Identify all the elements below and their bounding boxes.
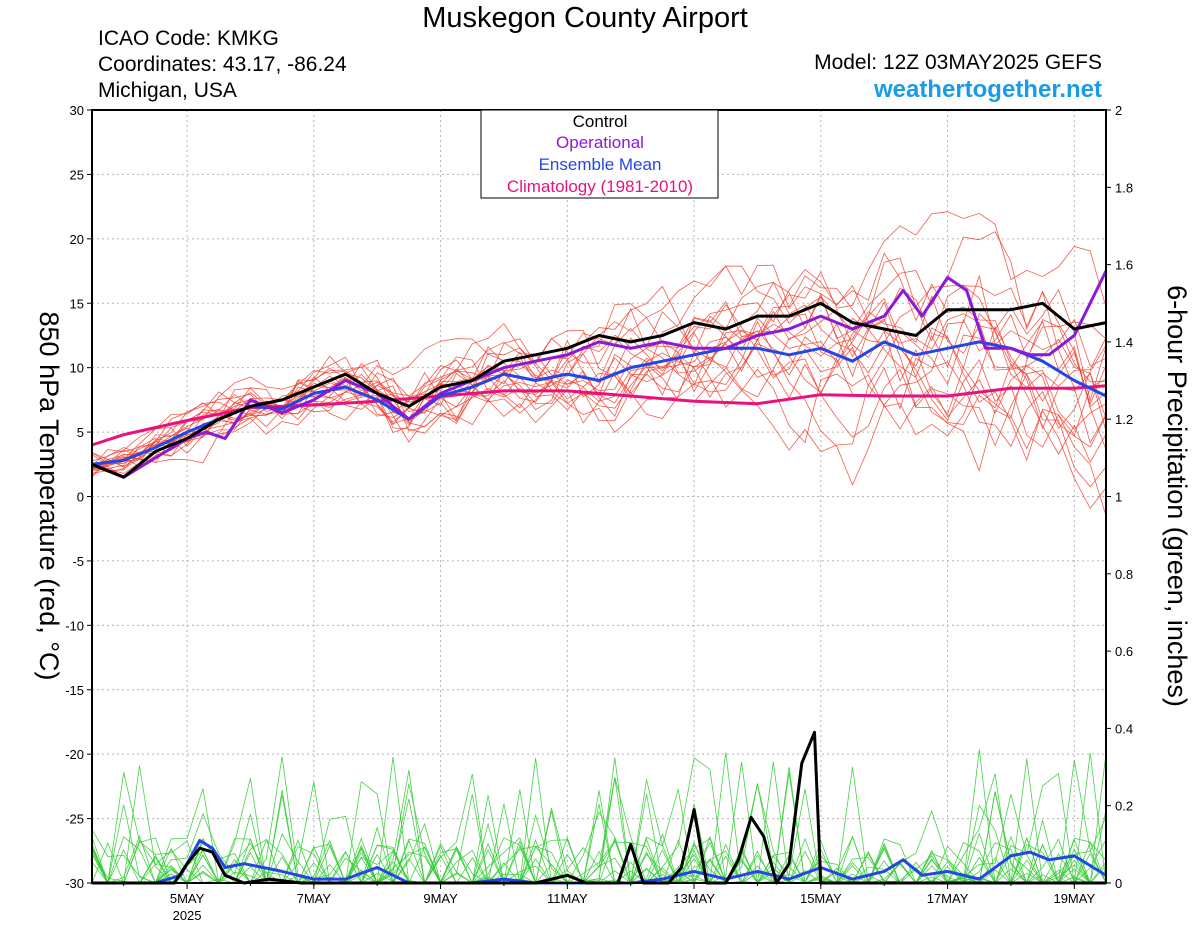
- legend-climatology: Climatology (1981-2010): [507, 177, 693, 196]
- y-tick-label: -25: [65, 812, 84, 827]
- chart-title: Muskegon County Airport: [422, 2, 748, 34]
- coordinates: Coordinates: 43.17, -86.24: [98, 53, 347, 76]
- y-axis-label: 850 hPa Temperature (red, °C): [34, 312, 64, 681]
- y2-tick-label: 1.6: [1115, 258, 1133, 273]
- y2-tick-label: 1.8: [1115, 180, 1133, 195]
- y-tick-label: 15: [70, 296, 84, 311]
- legend: Control Operational Ensemble Mean Climat…: [480, 109, 719, 199]
- y-tick-label: -15: [65, 683, 84, 698]
- temp-member-line: [91, 297, 1107, 472]
- y-tick-label: -20: [65, 747, 84, 762]
- x-tick-label: 17MAY: [927, 891, 969, 906]
- temp-member-line: [91, 285, 1107, 470]
- y2-tick-label: 0.6: [1115, 644, 1133, 659]
- control-precip-line: [92, 730, 1106, 885]
- y-tick-label: 25: [70, 167, 84, 182]
- y-tick-label: 10: [70, 361, 84, 376]
- x-tick-label: 19MAY: [1053, 891, 1095, 906]
- y2-tick-label: 1: [1115, 490, 1122, 505]
- y2-tick-label: 0: [1115, 876, 1122, 891]
- y2-tick-label: 0.2: [1115, 799, 1133, 814]
- ensemble-member-lines: [91, 211, 1107, 885]
- y-tick-label: 0: [77, 490, 84, 505]
- temp-member-line: [91, 274, 1107, 460]
- x-tick-label: 5MAY: [170, 891, 205, 906]
- y2-tick-label: 1.2: [1115, 412, 1133, 427]
- y-tick-label: -30: [65, 876, 84, 891]
- temp-member-line: [91, 320, 1107, 474]
- model-run: Model: 12Z 03MAY2025 GEFS: [814, 51, 1102, 74]
- temp-member-line: [91, 317, 1107, 472]
- ensemble-mean-temp-line: [91, 340, 1107, 466]
- y2-tick-label: 0.8: [1115, 567, 1133, 582]
- x-tick-label: 7MAY: [297, 891, 332, 906]
- legend-ensemble-mean: Ensemble Mean: [539, 155, 662, 174]
- legend-control: Control: [573, 112, 628, 131]
- axes-ticks: 302520151050-5-10-15-20-25-3021.81.61.41…: [65, 103, 1133, 923]
- y2-tick-label: 1.4: [1115, 335, 1133, 350]
- x-tick-label: 15MAY: [800, 891, 842, 906]
- x-tick-sublabel: 2025: [173, 908, 202, 923]
- x-tick-label: 11MAY: [547, 891, 588, 906]
- x-tick-label: 13MAY: [673, 891, 715, 906]
- icao-code: ICAO Code: KMKG: [98, 27, 279, 50]
- y-tick-label: 30: [70, 103, 84, 118]
- control-temp-line: [91, 301, 1107, 479]
- legend-box: [480, 109, 719, 199]
- region: Michigan, USA: [98, 79, 237, 102]
- operational-temp-line: [91, 270, 1108, 479]
- precip-member-line: [92, 757, 1107, 885]
- temp-member-line: [91, 282, 1107, 478]
- y-tick-label: 5: [77, 425, 84, 440]
- y2-tick-label: 0.4: [1115, 721, 1133, 736]
- y2-axis-label: 6-hour Precipitation (green, inches): [1162, 285, 1192, 707]
- grid-lines: [92, 110, 1106, 883]
- y-tick-label: 20: [70, 232, 84, 247]
- temp-member-line: [91, 268, 1107, 479]
- precip-member-line: [91, 798, 1107, 885]
- y2-tick-label: 2: [1115, 103, 1122, 118]
- legend-operational: Operational: [556, 133, 644, 152]
- y-tick-label: -5: [72, 554, 84, 569]
- x-tick-label: 9MAY: [423, 891, 458, 906]
- y-tick-label: -10: [65, 618, 84, 633]
- site-link[interactable]: weathertogether.net: [873, 76, 1102, 103]
